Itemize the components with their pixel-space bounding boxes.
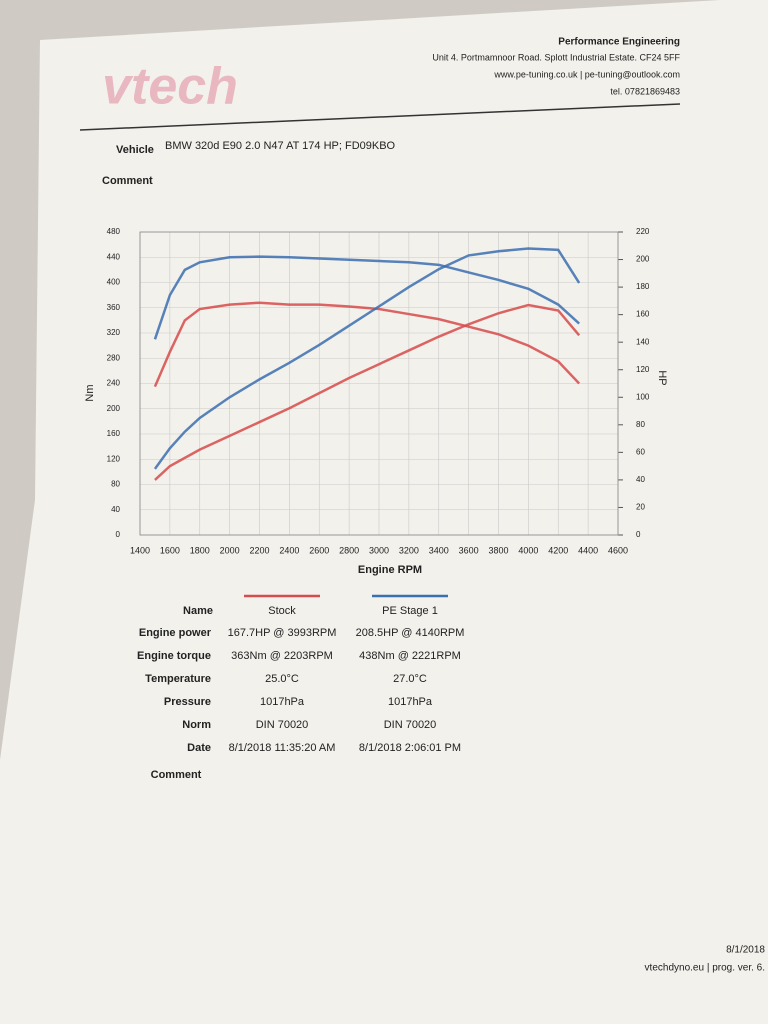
row-label: Date — [187, 742, 211, 754]
y-tick-label: 0 — [116, 530, 121, 539]
row-label: Engine power — [139, 627, 212, 639]
x-tick-label: 3800 — [488, 545, 508, 555]
cell: 167.7HP @ 3993RPM — [228, 627, 337, 639]
x-tick-label: 2400 — [279, 545, 299, 555]
y-tick-label: 440 — [107, 252, 121, 261]
cell: 1017hPa — [260, 696, 305, 708]
phone: tel. 07821869483 — [610, 86, 680, 96]
table-name-label: Name — [183, 605, 213, 617]
footer-program: vtechdyno.eu | prog. ver. 6. — [645, 963, 765, 974]
footer-date: 8/1/2018 — [726, 945, 765, 956]
cell: 438Nm @ 2221RPM — [359, 650, 461, 662]
plot-frame — [139, 231, 619, 536]
comment-label: Comment — [102, 175, 153, 187]
y-axis-label: Nm — [84, 384, 96, 401]
y-tick-label: 200 — [107, 404, 121, 413]
y2-tick-label: 20 — [636, 503, 645, 512]
x-tick-label: 1400 — [130, 545, 150, 555]
legend-label: Stock — [268, 605, 296, 617]
y2-tick-label: 220 — [636, 227, 650, 236]
series-line — [154, 303, 581, 481]
vehicle-label: Vehicle — [116, 144, 154, 156]
cell: 27.0°C — [393, 673, 427, 685]
y-tick-label: 400 — [107, 278, 121, 287]
x-tick-label: 4200 — [548, 545, 568, 555]
x-tick-label: 4600 — [608, 545, 628, 555]
x-axis-label: Engine RPM — [358, 564, 422, 576]
cell: DIN 70020 — [256, 719, 309, 731]
x-tick-label: 2000 — [220, 545, 240, 555]
cell: 25.0°C — [265, 673, 299, 685]
series-line — [153, 255, 581, 340]
y-tick-label: 160 — [107, 429, 121, 438]
x-tick-label: 2600 — [309, 545, 329, 555]
y2-axis-label: HP — [656, 370, 668, 385]
cell: 1017hPa — [388, 696, 433, 708]
y-tick-label: 320 — [107, 328, 121, 337]
x-tick-label: 3400 — [429, 545, 449, 555]
table-comment-label: Comment — [151, 769, 202, 781]
y2-tick-label: 200 — [636, 255, 650, 264]
logo: vtech — [102, 58, 238, 116]
x-tick-label: 1800 — [190, 545, 210, 555]
row-label: Temperature — [145, 673, 211, 685]
y-tick-label: 240 — [107, 379, 121, 388]
y-tick-label: 360 — [107, 303, 121, 312]
row-label: Pressure — [164, 696, 211, 708]
y2-tick-label: 60 — [636, 447, 645, 456]
y-tick-label: 80 — [111, 480, 120, 489]
company: Performance Engineering — [558, 37, 680, 48]
x-tick-label: 3000 — [369, 545, 389, 555]
y-tick-label: 120 — [107, 454, 121, 463]
y2-tick-label: 160 — [636, 310, 650, 319]
y2-tick-label: 140 — [636, 337, 650, 346]
x-tick-label: 3200 — [399, 545, 419, 555]
row-label: Engine torque — [137, 650, 211, 662]
cell: 8/1/2018 11:35:20 AM — [229, 742, 336, 754]
address: Unit 4. Portmamnoor Road. Splott Industr… — [432, 52, 680, 62]
x-tick-label: 1600 — [160, 545, 180, 555]
y-tick-label: 40 — [111, 505, 120, 514]
x-tick-label: 2200 — [249, 545, 269, 555]
y2-tick-label: 80 — [636, 420, 645, 429]
x-tick-label: 4400 — [578, 545, 598, 555]
y2-tick-label: 40 — [636, 475, 645, 484]
legend-label: PE Stage 1 — [382, 605, 438, 617]
vehicle-value: BMW 320d E90 2.0 N47 AT 174 HP; FD09KBO — [165, 140, 396, 152]
y-tick-label: 280 — [107, 353, 121, 362]
y2-tick-label: 180 — [636, 282, 650, 291]
cell: 8/1/2018 2:06:01 PM — [359, 742, 461, 754]
y2-tick-label: 120 — [636, 365, 650, 374]
header-rule — [79, 103, 681, 131]
series-line — [153, 301, 581, 388]
y2-tick-label: 0 — [636, 530, 641, 539]
x-tick-label: 3600 — [459, 545, 479, 555]
x-tick-label: 2800 — [339, 545, 359, 555]
y2-tick-label: 100 — [636, 392, 650, 401]
web: www.pe-tuning.co.uk | pe-tuning@outlook.… — [493, 69, 680, 79]
row-label: Norm — [182, 719, 211, 731]
cell: DIN 70020 — [384, 719, 437, 731]
cell: 363Nm @ 2203RPM — [231, 650, 333, 662]
series-line — [153, 247, 581, 470]
cell: 208.5HP @ 4140RPM — [356, 627, 465, 639]
y-tick-label: 480 — [107, 227, 121, 236]
x-tick-label: 4000 — [518, 545, 538, 555]
